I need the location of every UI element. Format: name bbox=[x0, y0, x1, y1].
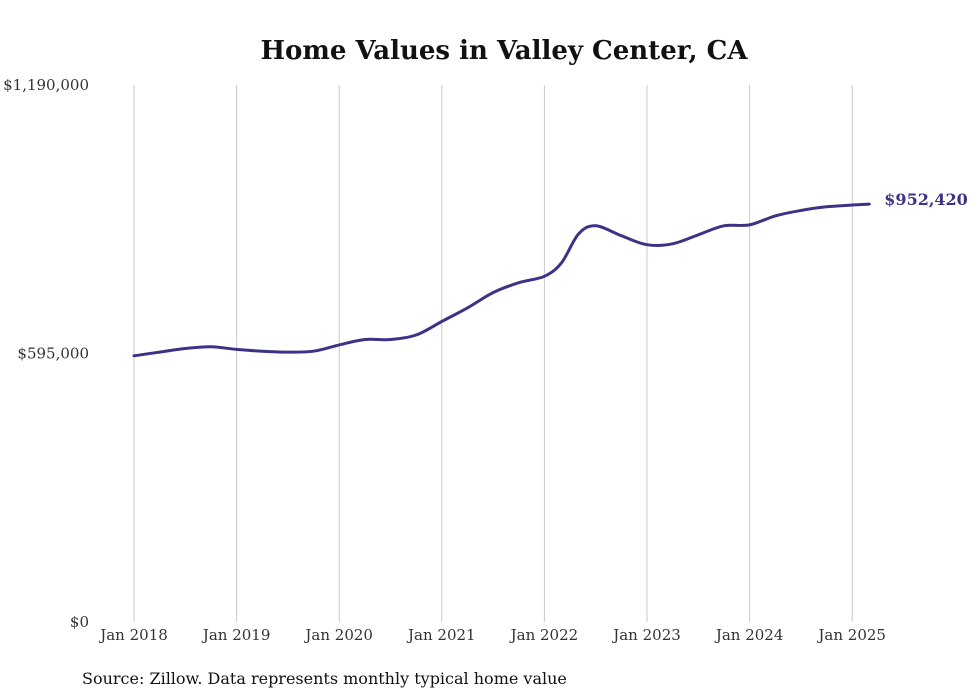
x-tick-label: Jan 2025 bbox=[816, 626, 886, 644]
chart-title: Home Values in Valley Center, CA bbox=[260, 36, 748, 66]
source-note: Source: Zillow. Data represents monthly … bbox=[82, 669, 567, 688]
y-tick-label: $595,000 bbox=[17, 345, 89, 363]
x-tick-label: Jan 2022 bbox=[509, 626, 579, 644]
x-tick-label: Jan 2020 bbox=[303, 626, 373, 644]
y-tick-label: $1,190,000 bbox=[3, 76, 89, 94]
x-tick-label: Jan 2021 bbox=[406, 626, 476, 644]
x-tick-label: Jan 2023 bbox=[611, 626, 681, 644]
y-tick-label: $0 bbox=[70, 613, 89, 631]
grid-lines bbox=[133, 85, 853, 622]
x-tick-label: Jan 2018 bbox=[98, 626, 168, 644]
x-axis-ticks: Jan 2018 Jan 2019 Jan 2020 Jan 2021 Jan 2022… bbox=[98, 626, 886, 644]
x-tick-label: Jan 2019 bbox=[201, 626, 271, 644]
x-tick-label: Jan 2024 bbox=[714, 626, 784, 644]
y-axis-ticks: $0 $595,000 $1,190,000 bbox=[3, 76, 89, 631]
series-line bbox=[132, 202, 871, 358]
end-value-label: $952,420 bbox=[884, 190, 968, 209]
